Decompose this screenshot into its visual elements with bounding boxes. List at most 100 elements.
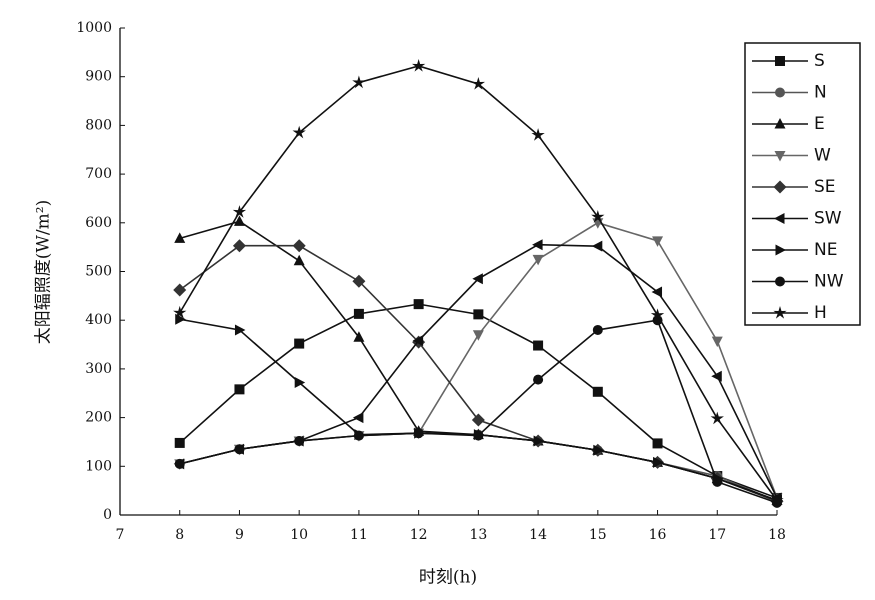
point-marker [292,125,306,139]
point-marker [353,308,364,319]
point-marker [352,274,366,288]
point-marker [770,493,784,507]
legend-marker [773,306,787,319]
series-line [179,432,778,503]
point-marker [173,305,187,319]
point-marker [471,77,486,90]
legend-marker [775,244,786,256]
legend-label: SE [814,177,836,197]
point-marker [591,240,603,252]
point-marker [232,239,246,253]
point-marker [233,215,245,226]
x-tick-label: 10 [290,527,308,543]
point-marker [294,377,306,389]
series-line [179,220,778,502]
point-marker [234,384,245,395]
legend-label: S [814,51,825,71]
x-tick-label: 15 [589,527,607,543]
y-tick-label: 700 [85,166,112,182]
y-tick-label: 200 [85,410,112,426]
point-marker [234,324,246,336]
point-marker [533,340,544,351]
x-tick-label: 11 [350,527,368,543]
y-tick-label: 300 [85,361,112,377]
point-marker [174,232,186,243]
x-tick-label: 18 [768,527,786,543]
y-axis-label: 太阳辐照度(W/m²) [34,200,54,344]
point-marker [591,209,605,223]
legend-label: NE [814,240,837,260]
legend-label: H [814,303,827,323]
point-marker [650,308,665,321]
point-marker [652,438,663,449]
series-line [179,319,778,504]
point-marker [711,336,723,348]
point-marker [651,286,663,298]
point-marker [293,254,305,266]
point-marker [174,458,185,469]
y-tick-label: 400 [85,312,112,328]
point-marker [232,205,247,218]
point-marker [413,299,424,310]
point-marker [471,413,485,427]
point-marker [294,338,305,349]
legend-marker [775,87,785,98]
legend-marker [774,118,786,129]
point-marker [353,430,364,441]
point-marker [294,435,305,446]
y-tick-label: 100 [85,458,112,474]
x-tick-label: 9 [235,527,244,543]
legend-label: SW [814,209,842,229]
y-tick-label: 800 [85,117,112,133]
y-tick-label: 900 [85,69,112,85]
legend-marker [774,151,786,162]
x-tick-label: 7 [116,527,125,543]
series-line [179,244,778,503]
x-tick-label: 13 [469,527,487,543]
legend-marker [775,276,785,287]
legend-marker [775,56,785,66]
legend-label: NW [814,272,844,292]
point-marker [653,456,664,468]
x-axis-label: 时刻(h) [419,568,477,588]
legend-label: W [814,146,831,166]
point-marker [411,58,426,72]
point-marker [352,75,366,89]
point-marker [533,435,545,447]
point-marker [472,273,483,285]
legend-box [744,42,861,326]
series-line [179,318,778,502]
series-line [179,221,778,499]
point-marker [711,370,722,382]
legend-marker [773,180,787,194]
legend-label: N [814,83,827,103]
point-marker [472,330,484,341]
x-tick-label: 17 [708,527,726,543]
y-tick-label: 1000 [76,20,112,36]
point-marker [412,335,424,347]
point-marker [533,374,544,385]
point-marker [532,254,544,266]
point-marker [413,428,424,439]
point-marker [353,331,365,342]
y-tick-label: 500 [85,264,112,280]
point-marker [592,324,603,335]
point-marker [710,411,724,425]
point-marker [532,239,543,251]
point-marker [174,437,185,448]
x-tick-label: 8 [175,527,184,543]
point-marker [173,283,187,297]
point-marker [652,236,664,247]
point-marker [593,444,604,456]
legend-marker [774,213,785,224]
y-tick-label: 600 [85,215,112,231]
point-marker [292,239,306,253]
legend-label: E [814,114,825,134]
point-marker [234,444,245,455]
y-tick-label: 0 [103,507,112,523]
point-marker [592,386,603,397]
point-marker [352,412,364,424]
x-tick-label: 12 [410,527,428,543]
point-marker [531,128,545,141]
